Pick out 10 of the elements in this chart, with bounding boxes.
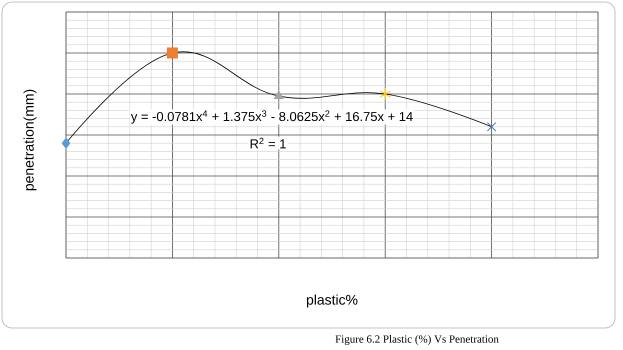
point — [380, 88, 391, 100]
annotation: R$^{2}$ = 1 — [250, 138, 286, 148]
point — [166, 48, 178, 58]
point — [62, 138, 70, 149]
annotation: y = -0.0781x$^{4}$ + 1.375x$^{3}$ - 8.0625x$^{2}$ + 16.75x + 14 — [130, 110, 413, 124]
point — [274, 90, 284, 100]
y-axis-title: penetration(mm) — [24, 90, 36, 190]
point — [486, 122, 496, 132]
caption: Figure 6.2 Plastic (%) Vs Penetration — [335, 335, 499, 345]
x-axis-title: plastic% — [306, 294, 358, 308]
